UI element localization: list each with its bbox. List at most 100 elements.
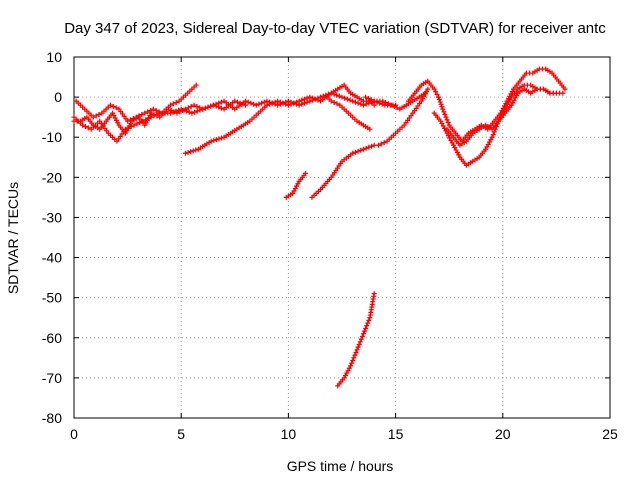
interpolated-point [394,105,400,111]
data-point [232,98,238,104]
data-point [431,86,437,92]
interpolated-point [334,101,340,107]
interpolated-point [173,99,179,105]
interpolated-point [293,99,299,105]
interpolated-point [139,111,145,117]
data-point [363,94,369,100]
interpolated-point [113,105,119,111]
interpolated-point [383,99,389,105]
interpolated-point [170,109,176,115]
interpolated-point [137,120,143,126]
interpolated-point [349,360,355,366]
axis-ticks: 0 5 10 15 20 25 -80 -70 -60 -50 -40 -30 -20 -10 0 10 [42,49,618,442]
interpolated-point [128,124,134,130]
y-tick-label: -50 [42,290,62,306]
data-point [243,102,249,108]
data-point [303,170,309,176]
interpolated-point [142,117,148,123]
interpolated-point [304,95,310,101]
y-tick-label: -60 [42,330,62,346]
interpolated-point [127,117,133,123]
interpolated-point [438,101,444,107]
interpolated-point [356,341,362,347]
interpolated-point [192,109,198,115]
interpolated-point [190,148,196,154]
interpolated-point [136,113,142,119]
x-axis-label: GPS time / hours [287,458,394,474]
interpolated-point [291,100,297,106]
interpolated-point [283,101,289,107]
interpolated-point [364,323,370,329]
interpolated-point [357,339,363,345]
interpolated-point [96,111,102,117]
data-point [133,114,139,120]
data-point [553,90,559,96]
interpolated-point [245,99,251,105]
interpolated-point [145,109,151,115]
data-point [380,98,386,104]
x-tick-label: 25 [602,426,618,442]
y-tick-label: -70 [42,370,62,386]
interpolated-point [147,107,153,113]
interpolated-point [366,144,372,150]
interpolated-point [381,140,387,146]
data-point [125,118,131,124]
data-point [350,98,356,104]
data-point [264,102,270,108]
data-point [167,110,173,116]
interpolated-point [347,97,353,103]
data-point [148,114,154,120]
data-point [435,94,441,100]
interpolated-point [170,101,176,107]
interpolated-point [355,344,361,350]
data-point [375,142,381,148]
x-tick-label: 10 [281,426,297,442]
data-point [360,331,366,337]
interpolated-point [436,97,442,103]
interpolated-point [443,114,449,120]
interpolated-point [312,96,318,102]
data-points [71,66,568,389]
data-point [191,102,197,108]
data-point [440,106,446,112]
interpolated-point [208,103,214,109]
interpolated-point [110,103,116,109]
interpolated-point [82,124,88,130]
data-point [425,86,431,92]
interpolated-point [193,147,199,153]
interpolated-point [352,149,358,155]
interpolated-point [444,117,450,123]
interpolated-point [365,95,371,101]
interpolated-point [248,100,254,106]
y-tick-label: -20 [42,169,62,185]
data-point [150,106,156,112]
series-track-m [309,142,377,200]
interpolated-point [216,104,222,110]
interpolated-point [351,355,357,361]
interpolated-point [442,111,448,117]
interpolated-point [301,96,307,102]
interpolated-point [130,116,136,122]
data-point [90,114,96,120]
data-point [348,363,354,369]
interpolated-point [362,328,368,334]
data-point [140,118,146,124]
data-point [562,86,568,92]
x-tick-label: 0 [70,426,78,442]
interpolated-point [234,99,240,105]
interpolated-point [93,113,99,119]
interpolated-point [433,89,439,95]
data-point [167,102,173,108]
interpolated-point [368,143,374,149]
interpolated-point [365,320,371,326]
interpolated-point [288,101,294,107]
series-track-b [71,98,249,144]
interpolated-point [185,105,191,111]
y-tick-label: 10 [46,49,62,65]
interpolated-point [277,99,283,105]
interpolated-point [491,129,497,135]
interpolated-point [259,100,265,106]
interpolated-point [441,109,447,115]
data-point [560,90,566,96]
interpolated-point [184,108,190,114]
